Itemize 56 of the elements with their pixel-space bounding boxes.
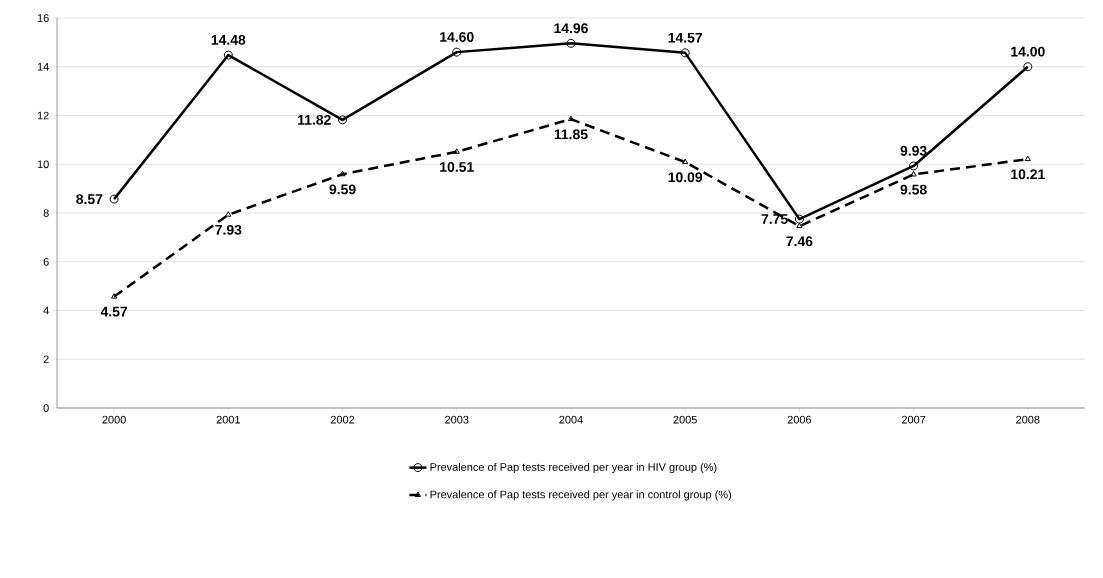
point [680, 48, 690, 58]
x-tick-label: 2007 [901, 415, 926, 424]
x-tick-label: 2001 [216, 415, 240, 424]
data-label: 14.00 [1011, 46, 1045, 57]
y-tick-label: 4 [43, 306, 49, 315]
data-label: 14.48 [211, 34, 246, 45]
point [453, 148, 460, 154]
legend-label: Prevalence of Pap tests received per year in HIV group (%) [430, 462, 717, 474]
point [111, 293, 118, 299]
point [909, 161, 919, 171]
data-label: 10.51 [440, 162, 474, 172]
point [225, 211, 232, 217]
data-label: 9.93 [900, 145, 927, 156]
data-label: 11.82 [298, 114, 331, 125]
point [1024, 155, 1031, 162]
x-tick-label: 2006 [787, 415, 812, 424]
point [339, 170, 346, 177]
point [1023, 62, 1033, 72]
data-label: 10.09 [668, 172, 703, 183]
y-tick-label: 14 [37, 62, 49, 71]
x-tick-label: 2005 [673, 415, 697, 424]
point [566, 38, 576, 48]
x-tick-label: 2000 [102, 415, 126, 424]
data-label: 11.85 [554, 129, 588, 140]
data-label: 9.58 [900, 184, 927, 195]
point [794, 214, 804, 224]
y-tick-label: 6 [43, 257, 49, 266]
point [452, 47, 462, 57]
data-label: 9.59 [329, 184, 356, 195]
y-tick-label: 12 [37, 111, 49, 120]
y-tick-label: 0 [43, 404, 49, 412]
point [796, 222, 803, 229]
y-tick-label: 2 [43, 355, 49, 364]
data-label: 7.46 [786, 236, 813, 247]
data-label: 7.75 [761, 214, 788, 224]
data-label: 4.57 [100, 306, 128, 317]
data-label: 14.96 [554, 23, 588, 34]
x-tick-label: 2002 [330, 415, 355, 424]
point [682, 158, 689, 165]
point [223, 50, 233, 60]
point [567, 115, 575, 122]
legend-label: Prevalence of Pap tests received per year in control group (%) [430, 490, 732, 501]
data-label: 14.60 [440, 32, 474, 42]
point [109, 194, 119, 204]
y-tick-label: 10 [37, 160, 49, 169]
y-tick-label: 16 [37, 14, 49, 22]
point [910, 171, 917, 177]
data-label: 7.93 [215, 224, 242, 235]
point [338, 115, 348, 125]
data-label: 8.57 [76, 194, 103, 205]
x-tick-label: 2004 [559, 415, 583, 424]
data-label: 10.21 [1011, 169, 1045, 180]
y-tick-label: 8 [43, 209, 49, 217]
data-label: 14.57 [668, 32, 702, 43]
x-tick-label: 2008 [1016, 415, 1040, 424]
x-tick-label: 2003 [445, 415, 469, 424]
